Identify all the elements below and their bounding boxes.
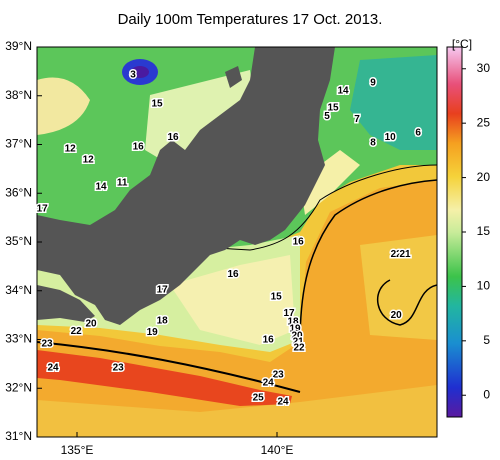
lon-tick-label: 135°E — [61, 443, 94, 457]
sea-south — [37, 385, 437, 437]
contour-label: 20 — [85, 319, 97, 330]
contour-label: 22 — [71, 326, 83, 337]
contour-label: 12 — [65, 144, 77, 155]
contour-label: 22 — [293, 342, 305, 353]
contour-label: 22 — [391, 249, 403, 260]
contour-label: 18 — [287, 317, 299, 328]
contour-label: 15 — [327, 103, 339, 114]
contour-label: 9 — [370, 78, 376, 89]
colorbar-tick-label: 30 — [477, 61, 491, 75]
lat-tick-label: 37°N — [5, 137, 32, 151]
colorbar-tick-label: 0 — [483, 387, 490, 401]
lat-tick-label: 35°N — [5, 234, 32, 248]
contour-label: 19 — [289, 323, 301, 334]
map-field — [37, 47, 437, 437]
land — [37, 285, 95, 322]
colorbar-tick-label: 15 — [477, 224, 491, 238]
contour-label: 20 — [291, 331, 303, 342]
title: Daily 100m Temperatures 17 Oct. 2013. — [118, 11, 383, 28]
land — [37, 47, 335, 325]
lat-tick-label: 31°N — [5, 429, 32, 443]
contour-label: 14 — [337, 86, 349, 97]
contour-label: 20 — [391, 310, 403, 321]
lat-tick-label: 38°N — [5, 88, 32, 102]
contour-label: 14 — [95, 182, 107, 193]
contour-label: 17 — [37, 203, 49, 214]
lat-tick-label: 32°N — [5, 380, 32, 394]
contour-label: 16 — [167, 132, 179, 143]
contour-label: 24 — [47, 362, 59, 373]
contour-label: 16 — [263, 335, 275, 346]
lat-tick-label: 33°N — [5, 332, 32, 346]
colorbar — [446, 46, 463, 418]
contour-label: 17 — [283, 308, 295, 319]
lon-tick-label: 140°E — [261, 443, 294, 457]
contour-label: 12 — [83, 155, 95, 166]
contour-label: 3 — [130, 69, 136, 80]
kuroshio-core — [37, 350, 292, 406]
warm-patch — [37, 77, 90, 135]
contour-label: 24 — [263, 378, 275, 389]
contour-label: 15 — [151, 99, 163, 110]
contour-line — [299, 179, 437, 346]
contour-label: 16 — [133, 142, 145, 153]
contour-label: 24 — [277, 397, 289, 408]
contour-label: 7 — [354, 114, 360, 125]
cool-tongue — [170, 255, 295, 345]
contour-label: 11 — [117, 178, 128, 189]
sea-cold — [350, 55, 437, 150]
colorbar-tick-label: 10 — [477, 279, 491, 293]
contour-label: 6 — [415, 127, 421, 138]
contour-label: 18 — [157, 316, 169, 327]
contour-label: 10 — [385, 132, 397, 143]
contour-label: 15 — [271, 292, 283, 303]
contour-line — [37, 341, 301, 393]
contour-label: 21 — [293, 337, 305, 348]
warm-eddy — [360, 235, 437, 340]
contour-label: 5 — [324, 111, 330, 122]
lat-tick-label: 39°N — [5, 39, 32, 53]
contour-line — [376, 279, 437, 326]
contour-label: 25 — [253, 393, 265, 404]
contour-label: 21 — [399, 249, 411, 260]
contour-label: 8 — [370, 138, 376, 149]
contour-label: 16 — [293, 237, 305, 248]
colorbar-tick-label: 20 — [477, 170, 491, 184]
contour-label: 17 — [157, 284, 169, 295]
contour-label: 23 — [273, 370, 285, 381]
land — [225, 66, 242, 88]
contour-label: 16 — [227, 269, 239, 280]
lat-tick-label: 34°N — [5, 283, 32, 297]
lat-tick-label: 36°N — [5, 185, 32, 199]
cold-core — [131, 66, 149, 78]
colorbar-tick-label: 25 — [477, 115, 491, 129]
colorbar-unit: [°C] — [452, 37, 472, 51]
contour-label: 23 — [41, 339, 53, 350]
coastal-band — [300, 150, 360, 215]
contour-label: 23 — [113, 362, 125, 373]
colorbar-tick-label: 5 — [483, 333, 490, 347]
contour-label: 19 — [147, 327, 159, 338]
